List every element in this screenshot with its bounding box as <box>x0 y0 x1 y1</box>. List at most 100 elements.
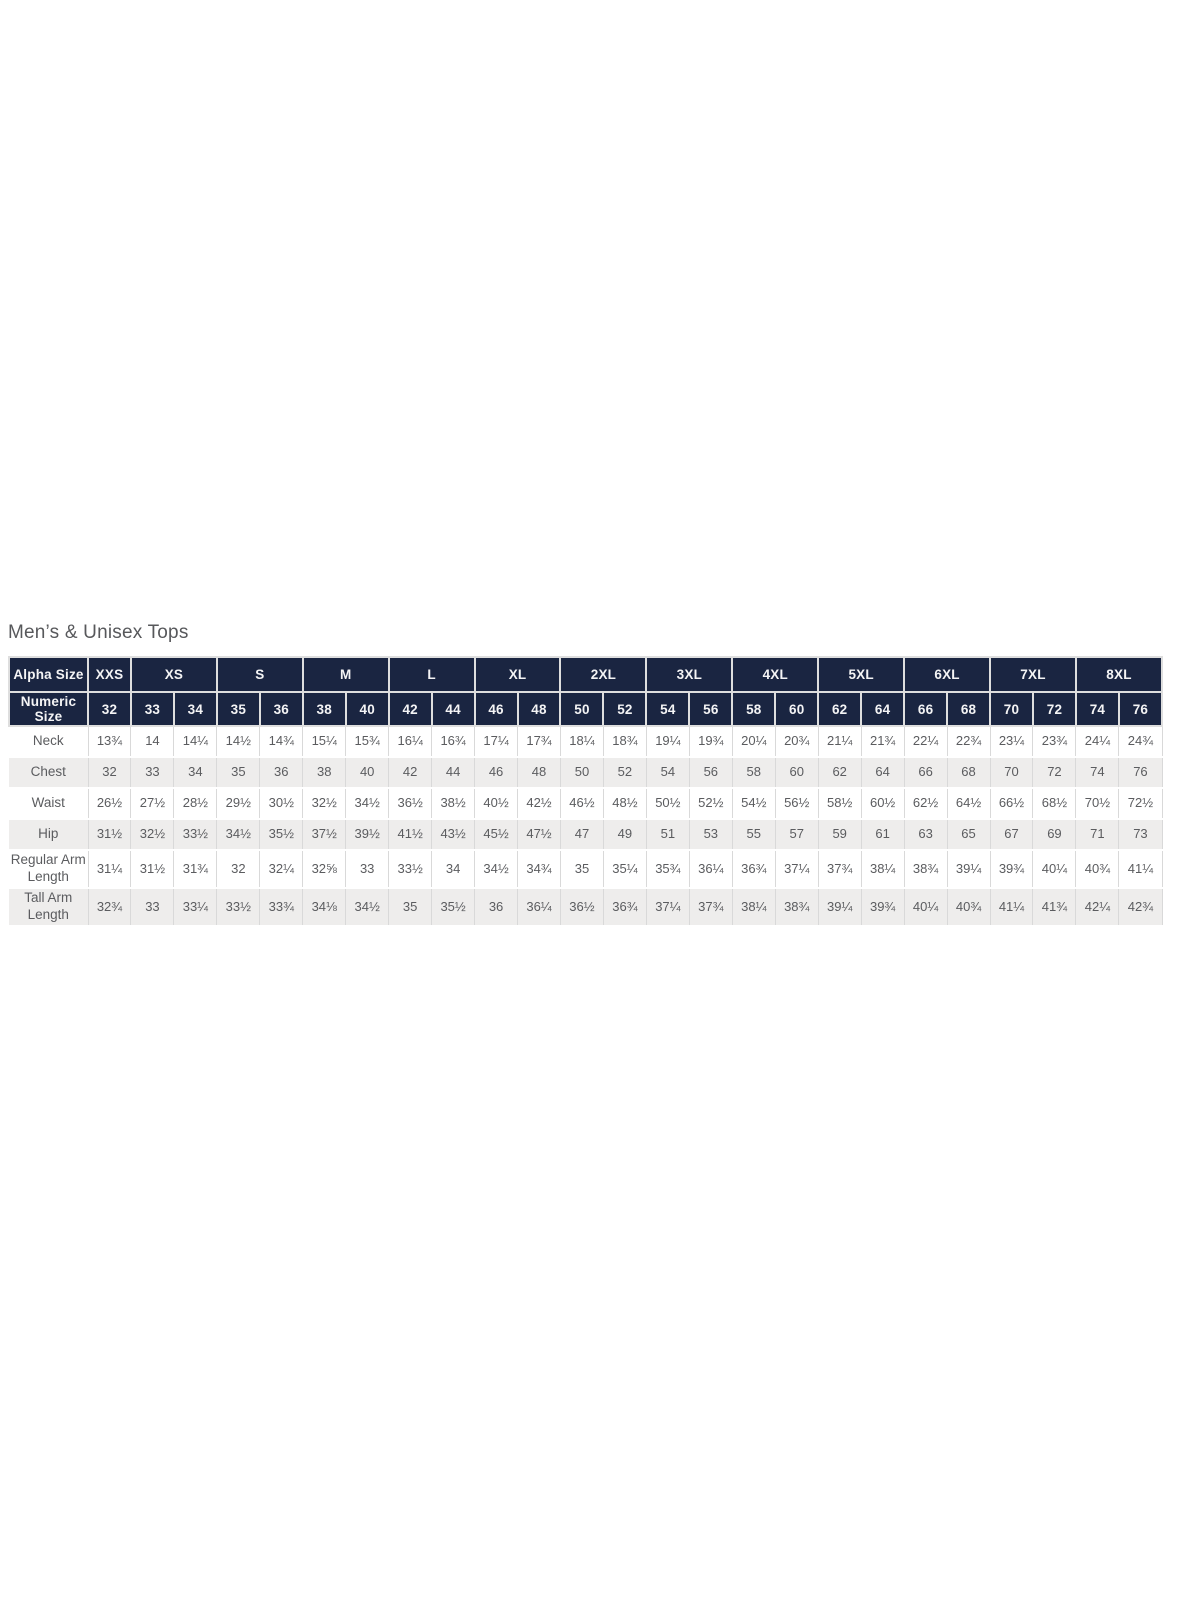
size-value-cell: 40¼ <box>903 886 948 927</box>
size-value-cell: 33 <box>130 756 175 789</box>
size-value-cell: 42¾ <box>1118 886 1163 927</box>
size-value-cell: 40 <box>345 756 390 789</box>
size-value-cell: 36½ <box>559 886 604 927</box>
size-table-header: Alpha Size XXS XS S M L XL 2XL 3XL 4XL 5XL 6XL 7XL 8X… <box>8 656 1164 727</box>
size-value-cell: 35 <box>559 849 604 889</box>
size-value-cell: 56 <box>688 756 733 789</box>
size-value-cell: 36¼ <box>517 886 561 927</box>
size-value-cell: 37¾ <box>817 849 862 889</box>
size-value-cell: 59 <box>817 818 862 851</box>
size-value-cell: 42¼ <box>1075 886 1120 927</box>
numeric-size-cell: 35 <box>215 691 261 727</box>
page-title: Men’s & Unisex Tops <box>8 622 189 643</box>
numeric-size-row: Numeric Size 32 33 34 35 36 38 40 42 44 46 48 50 52 54… <box>8 691 1164 727</box>
size-value-cell: 19¾ <box>688 725 733 758</box>
size-value-cell: 16¾ <box>431 725 476 758</box>
alpha-size-header-2xl: 2XL <box>559 656 648 693</box>
size-value-cell: 72½ <box>1118 787 1163 820</box>
measurement-row-tall-arm-length: Tall Arm Length 32¾ 33 33¼ 33½ 33¾ 34⅛ 34½ 35 35½… <box>9 886 1163 927</box>
size-value-cell: 36¾ <box>602 886 647 927</box>
size-value-cell: 41¼ <box>989 886 1034 927</box>
numeric-size-cell: 76 <box>1117 691 1164 727</box>
size-value-cell: 40¾ <box>1075 849 1120 889</box>
size-value-cell: 36¾ <box>731 849 776 889</box>
size-value-cell: 21¼ <box>817 725 862 758</box>
numeric-size-cell: 48 <box>516 691 562 727</box>
size-value-cell: 52 <box>602 756 647 789</box>
size-value-cell: 14¼ <box>173 725 218 758</box>
alpha-size-header-5xl: 5XL <box>817 656 906 693</box>
size-value-cell: 32½ <box>302 787 347 820</box>
numeric-size-cell: 54 <box>645 691 691 727</box>
size-value-cell: 14 <box>130 725 175 758</box>
size-value-cell: 23¼ <box>989 725 1034 758</box>
size-value-cell: 22¼ <box>903 725 948 758</box>
size-value-cell: 73 <box>1118 818 1163 851</box>
size-value-cell: 36 <box>259 756 304 789</box>
measurement-row-regular-arm-length: Regular Arm Length 31¼ 31½ 31¾ 32 32¼ 32⅝ 33 33½… <box>9 849 1163 889</box>
size-value-cell: 34⅛ <box>302 886 347 927</box>
row-label: Neck <box>9 725 89 758</box>
row-label: Tall Arm Length <box>9 886 89 927</box>
size-value-cell: 37¾ <box>688 886 733 927</box>
size-value-cell: 37½ <box>302 818 347 851</box>
size-value-cell: 18¼ <box>559 725 604 758</box>
alpha-size-header-8xl: 8XL <box>1074 656 1164 693</box>
size-value-cell: 41¼ <box>1118 849 1163 889</box>
size-value-cell: 31¼ <box>87 849 132 889</box>
size-value-cell: 15¼ <box>302 725 347 758</box>
size-value-cell: 34½ <box>216 818 261 851</box>
size-value-cell: 56½ <box>774 787 819 820</box>
numeric-size-cell: 34 <box>172 691 218 727</box>
size-value-cell: 35½ <box>259 818 304 851</box>
size-value-cell: 40¼ <box>1032 849 1077 889</box>
size-value-cell: 20¼ <box>731 725 776 758</box>
alpha-size-row: Alpha Size XXS XS S M L XL 2XL 3XL 4XL 5XL 6XL 7XL 8X… <box>8 656 1164 693</box>
numeric-size-cell: 68 <box>946 691 992 727</box>
size-value-cell: 38¾ <box>903 849 948 889</box>
size-value-cell: 60½ <box>860 787 905 820</box>
size-value-cell: 74 <box>1075 756 1120 789</box>
size-value-cell: 20¾ <box>774 725 819 758</box>
size-value-cell: 41¾ <box>1032 886 1077 927</box>
numeric-size-cell: 62 <box>817 691 863 727</box>
size-value-cell: 43½ <box>431 818 476 851</box>
size-value-cell: 51 <box>645 818 690 851</box>
size-value-cell: 70 <box>989 756 1034 789</box>
size-value-cell: 27½ <box>130 787 175 820</box>
size-value-cell: 35¾ <box>645 849 690 889</box>
size-value-cell: 48½ <box>602 787 647 820</box>
measurement-row-chest: Chest 32 33 34 35 36 38 40 42 44 46 48 50 52 54 56 58 60 6… <box>9 756 1163 789</box>
size-value-cell: 34½ <box>345 886 390 927</box>
numeric-size-cell: 36 <box>258 691 304 727</box>
size-value-cell: 33½ <box>173 818 218 851</box>
numeric-size-cell: 40 <box>344 691 390 727</box>
size-value-cell: 42 <box>388 756 433 789</box>
size-value-cell: 32½ <box>130 818 175 851</box>
alpha-size-corner-label: Alpha Size <box>8 656 89 693</box>
size-value-cell: 33¾ <box>259 886 304 927</box>
numeric-size-cell: 60 <box>774 691 820 727</box>
alpha-size-header-4xl: 4XL <box>731 656 820 693</box>
size-value-cell: 68½ <box>1032 787 1077 820</box>
size-value-cell: 36 <box>474 886 519 927</box>
size-value-cell: 58½ <box>817 787 862 820</box>
size-value-cell: 34½ <box>474 849 519 889</box>
size-value-cell: 32 <box>216 849 261 889</box>
alpha-size-header-s: S <box>215 656 304 693</box>
size-value-cell: 29½ <box>216 787 261 820</box>
size-value-cell: 33½ <box>388 849 433 889</box>
size-value-cell: 61 <box>860 818 905 851</box>
measurement-row-hip: Hip 31½ 32½ 33½ 34½ 35½ 37½ 39½ 41½ 43½ 45½ 47½ 47 49… <box>9 818 1163 851</box>
size-value-cell: 24¾ <box>1118 725 1163 758</box>
size-value-cell: 64 <box>860 756 905 789</box>
size-value-cell: 52½ <box>688 787 733 820</box>
size-value-cell: 44 <box>431 756 476 789</box>
size-value-cell: 40½ <box>474 787 519 820</box>
size-value-cell: 67 <box>989 818 1034 851</box>
size-value-cell: 28½ <box>173 787 218 820</box>
size-value-cell: 55 <box>731 818 776 851</box>
size-value-cell: 38½ <box>431 787 476 820</box>
numeric-size-cell: 46 <box>473 691 519 727</box>
